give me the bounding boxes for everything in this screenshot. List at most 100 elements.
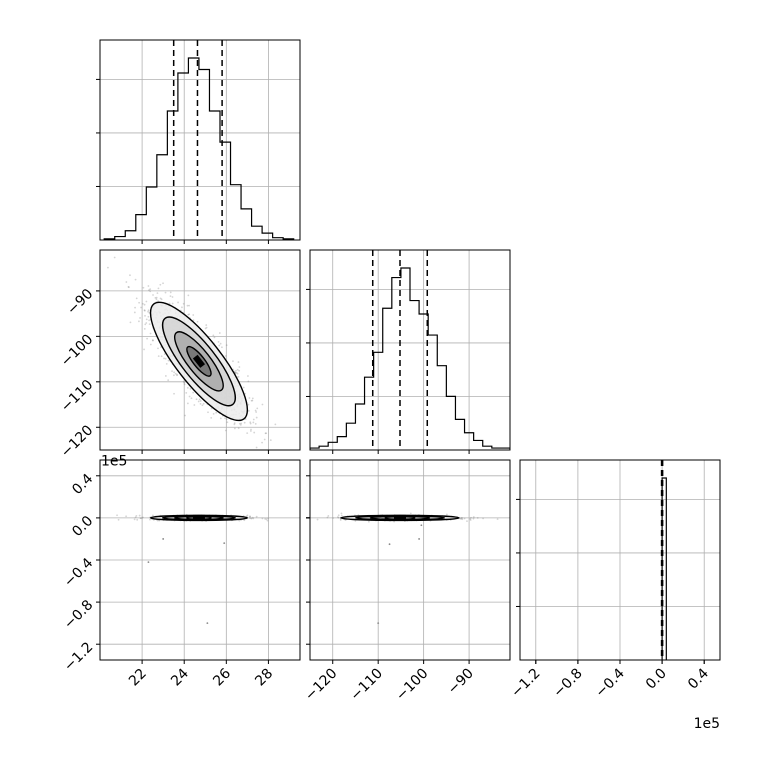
scatter-point — [247, 375, 249, 377]
scatter-point — [169, 295, 172, 298]
scatter-point — [127, 286, 130, 289]
scatter-point — [168, 302, 171, 305]
scatter-point — [265, 518, 268, 521]
y-tick-label: −1.2 — [61, 639, 96, 674]
scatter-point — [177, 301, 179, 304]
x-tick-label: 28 — [252, 666, 276, 690]
scatter-point — [336, 516, 339, 518]
scatter-point — [139, 517, 142, 520]
scatter-point — [420, 524, 423, 527]
scatter-point — [197, 400, 200, 403]
contour-panel-1 — [100, 460, 300, 660]
x-tick-label: −90 — [445, 666, 477, 698]
scatter-point — [186, 386, 189, 389]
scatter-point — [226, 421, 229, 424]
scatter-point — [151, 339, 154, 341]
scatter-point — [461, 518, 464, 521]
scatter-point — [223, 542, 226, 545]
scatter-point — [463, 517, 466, 520]
scatter-point — [157, 347, 159, 350]
scatter-point — [482, 517, 484, 520]
scatter-point — [176, 374, 178, 377]
scatter-point — [160, 355, 163, 358]
scatter-point — [264, 518, 267, 520]
scatter-point — [143, 303, 146, 306]
scatter-point — [201, 404, 204, 407]
density-peak — [394, 514, 406, 521]
scatter-point — [147, 285, 150, 287]
scatter-point — [186, 402, 189, 405]
scatter-point — [238, 369, 241, 372]
scatter-point — [199, 400, 202, 402]
scatter-point — [159, 297, 162, 300]
scatter-point — [264, 432, 267, 435]
scatter-point — [133, 518, 136, 521]
scatter-point — [225, 355, 227, 357]
scatter-point — [185, 391, 188, 394]
scatter-point — [139, 317, 141, 319]
scatter-point — [143, 327, 146, 330]
scatter-point — [174, 372, 177, 375]
scatter-point — [393, 520, 396, 523]
scatter-point — [195, 398, 198, 401]
scatter-point — [243, 421, 246, 424]
histogram-step — [310, 267, 510, 450]
scatter-point — [233, 427, 236, 430]
scatter-point — [140, 306, 142, 309]
scatter-point — [238, 366, 241, 368]
scatter-point — [219, 417, 222, 420]
scatter-point — [445, 513, 448, 516]
x-tick-label: −110 — [348, 666, 387, 705]
scatter-point — [246, 514, 249, 517]
scatter-point — [145, 300, 148, 303]
scatter-point — [183, 383, 186, 386]
scatter-point — [143, 309, 146, 312]
x-tick-label: 0.4 — [685, 665, 712, 692]
contour-panel-2 — [310, 460, 510, 660]
scatter-point — [235, 369, 237, 372]
scatter-point — [145, 318, 148, 321]
scatter-point — [249, 430, 252, 432]
scatter-point — [213, 336, 216, 339]
scatter-point — [225, 418, 228, 421]
scatter-point — [162, 282, 164, 285]
scatter-point — [247, 403, 250, 406]
scatter-point — [182, 302, 185, 305]
scatter-point — [192, 319, 195, 322]
y-tick-label: −90 — [64, 286, 96, 318]
scatter-point — [205, 324, 208, 326]
x-tick-label: −100 — [393, 666, 432, 705]
scatter-point — [253, 431, 256, 434]
scatter-point — [155, 296, 158, 299]
scatter-point — [204, 327, 207, 330]
panel-frame — [99, 249, 301, 451]
scatter-point — [143, 348, 145, 351]
scatter-point — [159, 283, 162, 286]
scatter-point — [234, 371, 237, 374]
x-tick-label: −1.2 — [508, 666, 543, 701]
x-offset-text: 1e5 — [694, 716, 720, 732]
scatter-point — [134, 278, 137, 281]
scatter-point — [152, 514, 154, 517]
scatter-point — [149, 518, 151, 521]
scatter-point — [212, 334, 215, 337]
scatter-point — [234, 372, 237, 374]
scatter-point — [125, 281, 128, 283]
scatter-point — [469, 518, 472, 520]
scatter-point — [165, 362, 168, 365]
scatter-point — [256, 407, 259, 410]
scatter-point — [254, 409, 257, 412]
scatter-point — [344, 519, 347, 522]
scatter-point — [224, 429, 227, 432]
x-tick-label: 24 — [168, 665, 192, 689]
x-tick-label: −0.8 — [550, 666, 585, 701]
scatter-point — [149, 332, 152, 335]
scatter-point — [236, 368, 239, 371]
scatter-point — [327, 515, 330, 517]
scatter-point — [212, 413, 215, 415]
scatter-point — [459, 517, 462, 520]
scatter-point — [388, 543, 391, 546]
scatter-point — [136, 518, 139, 521]
scatter-point — [149, 290, 152, 293]
scatter-point — [332, 517, 334, 519]
